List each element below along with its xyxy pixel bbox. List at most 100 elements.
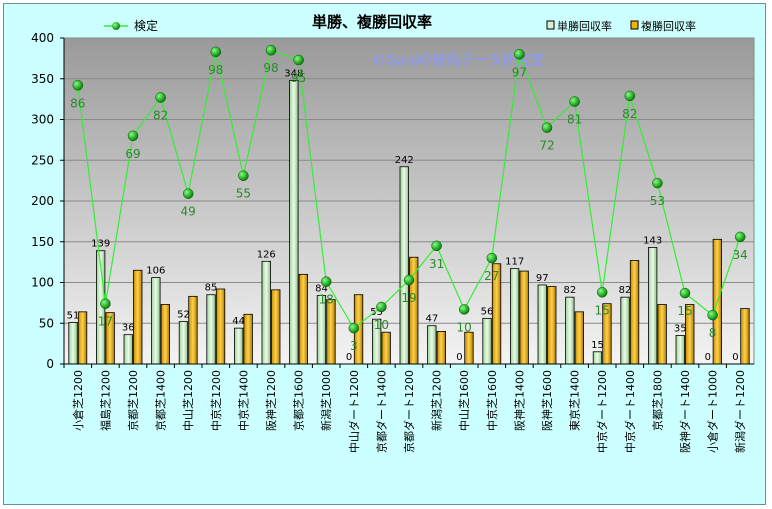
bar-label-tansho: 0 — [456, 352, 462, 363]
kentei-point — [265, 44, 277, 56]
kentei-label: 19 — [401, 291, 416, 305]
kentei-label: 10 — [374, 318, 389, 332]
bars: 5113936106528544126348840552424705611797… — [67, 68, 750, 365]
bar-tansho — [289, 79, 299, 365]
bar-fukusho — [629, 260, 640, 365]
bar-label-tansho: 51 — [67, 310, 80, 321]
kentei-point — [624, 90, 636, 102]
bar-tansho — [151, 277, 161, 365]
bar-label-tansho: 126 — [257, 249, 276, 260]
kentei-label: 49 — [181, 205, 196, 219]
bar-label-tansho: 82 — [563, 285, 576, 296]
bar-tansho — [261, 260, 271, 365]
chart-title: 単勝、複勝回収率 — [312, 13, 432, 31]
legend-label-kentei: 検定 — [134, 18, 158, 33]
bar-label-tansho: 56 — [481, 306, 494, 317]
kentei-label: 15 — [677, 304, 692, 318]
bar-label-tansho: 0 — [732, 352, 738, 363]
kentei-label: 98 — [263, 61, 278, 75]
bar-tansho — [206, 294, 216, 365]
kentei-point — [458, 304, 470, 315]
bar-fukusho — [547, 286, 557, 365]
y-tick-label: 400 — [31, 31, 54, 45]
bar-fukusho — [133, 269, 143, 365]
kentei-label: 72 — [539, 139, 554, 153]
legend-swatch-fukusho — [630, 20, 639, 30]
bar-tansho — [509, 268, 520, 365]
kentei-point — [100, 298, 111, 309]
legend-label-tansho: 単勝回収率 — [557, 19, 612, 33]
y-tick-label: 50 — [39, 316, 54, 330]
x-tick-label: 京都ダート1400 — [374, 370, 388, 453]
legend-line-marker — [112, 22, 120, 30]
bar-label-tansho: 82 — [619, 285, 632, 296]
bar-tansho — [648, 247, 658, 365]
y-tick-label: 250 — [31, 153, 54, 167]
bar-label-tansho: 0 — [705, 352, 711, 363]
x-tick-label: 中山芝1200 — [182, 370, 195, 431]
x-tick-label: 中京ダート1200 — [595, 370, 609, 453]
kentei-point — [431, 240, 442, 252]
kentei-label: 17 — [98, 315, 113, 329]
legend-label-fukusho: 複勝回収率 — [641, 19, 696, 33]
bar-tansho — [233, 327, 244, 365]
kentei-point — [182, 188, 194, 199]
bar-tansho — [427, 325, 437, 365]
bar-fukusho — [326, 299, 336, 365]
x-tick-label: 京都芝1200 — [126, 370, 140, 431]
bar-tansho — [123, 334, 133, 365]
bar-tansho — [565, 296, 575, 365]
kentei-point — [403, 274, 415, 286]
bar-tansho — [482, 317, 492, 365]
kentei-label: 97 — [512, 65, 527, 79]
bar-tansho — [68, 322, 78, 365]
bar-label-tansho: 36 — [122, 323, 135, 334]
kentei-point — [238, 170, 249, 181]
bar-fukusho — [436, 330, 447, 365]
kentei-label: 18 — [319, 293, 334, 307]
x-tick-label: 中京芝1400 — [236, 370, 250, 431]
x-tick-label: 京都ダート1200 — [402, 370, 416, 453]
bar-label-tansho: 117 — [505, 257, 524, 268]
x-tick-label: 中京ダート1400 — [623, 370, 637, 453]
bar-label-tansho: 55 — [370, 307, 383, 318]
kentei-point — [541, 122, 553, 133]
y-tick-label: 300 — [31, 113, 54, 127]
kentei-label: 53 — [650, 194, 665, 208]
kentei-label: 15 — [595, 303, 610, 317]
legend: 検定 単勝回収率 複勝回収率 — [104, 18, 696, 33]
kentei-point — [652, 177, 663, 189]
kentei-label: 98 — [208, 63, 223, 77]
bar-fukusho — [464, 331, 474, 365]
bar-tansho — [675, 335, 685, 365]
x-tick-label: 阪神芝1600 — [540, 370, 554, 431]
kentei-label: 82 — [622, 107, 637, 121]
bar-label-tansho: 348 — [284, 68, 303, 79]
bar-tansho — [178, 321, 189, 365]
bar-fukusho — [243, 313, 253, 365]
bar-label-tansho: 242 — [395, 155, 414, 166]
bar-fukusho — [657, 304, 667, 365]
kentei-label: 82 — [153, 108, 168, 122]
kentei-label: 34 — [733, 248, 748, 262]
kentei-point — [127, 130, 139, 142]
kentei-point — [293, 54, 304, 66]
kentei-point — [376, 301, 387, 313]
bar-tansho — [592, 351, 603, 365]
bar-fukusho — [188, 295, 198, 365]
x-tick-label: 小倉ダート1000 — [706, 370, 720, 453]
x-tick-label: 東京芝1400 — [568, 370, 582, 431]
bar-fukusho — [271, 289, 281, 365]
kentei-label: 27 — [484, 269, 499, 283]
x-tick-label: 京都芝1400 — [154, 370, 168, 431]
y-tick-label: 100 — [31, 276, 54, 290]
bar-tansho — [620, 296, 630, 365]
x-tick-label: 中京芝1200 — [209, 370, 223, 431]
watermark: ©Ganiの競馬データ研究室 — [372, 52, 544, 69]
x-tick-label: 新潟芝1200 — [430, 370, 444, 431]
bar-fukusho — [215, 288, 226, 365]
legend-swatch-tansho — [546, 20, 555, 30]
bar-label-tansho: 143 — [643, 235, 662, 246]
x-tick-label: 中山芝1600 — [458, 370, 471, 431]
x-tick-label: 新潟ダート1200 — [733, 370, 747, 453]
